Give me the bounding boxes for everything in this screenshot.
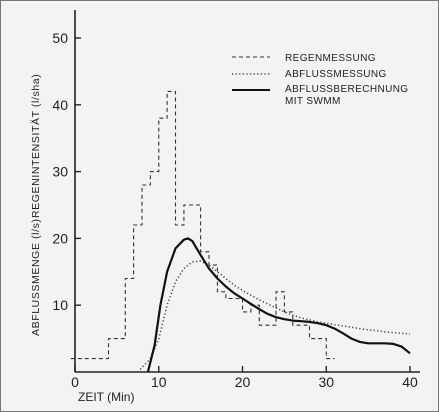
y-tick-label: 30	[52, 164, 68, 180]
legend-label-abflussmessung: ABFLUSSMESSUNG	[285, 69, 387, 80]
y-axis-title-primary: ABFLUSSMENGE (l/s)	[30, 218, 42, 336]
legend: REGENMESSUNG ABFLUSSMESSUNG ABFLUSSBEREC…	[232, 53, 409, 107]
series-line-2	[146, 237, 411, 373]
legend-label-swmm-line2: MIT SWMM	[285, 96, 341, 107]
legend-label-swmm-line1: ABFLUSSBERECHNUNG	[285, 84, 409, 95]
series-group	[70, 90, 411, 373]
x-tick-label: 40	[402, 374, 418, 390]
legend-label-regenmessung: REGENMESSUNG	[285, 53, 376, 64]
y-tick-label: 20	[52, 230, 68, 246]
x-axis-title: ZEIT (Min)	[78, 390, 134, 404]
axes	[74, 10, 420, 373]
series-line-1	[137, 260, 411, 373]
x-tick-label: 0	[71, 374, 79, 390]
y-tick-label: 40	[52, 97, 68, 113]
x-tick-label: 20	[235, 374, 251, 390]
x-tick-label: 10	[151, 374, 167, 390]
y-axis-title-secondary: REGENINTENSITÄT (l/sha)	[30, 74, 42, 218]
ticks: 0 10 20 30 40 10 20 30 40 50	[52, 30, 418, 390]
series-line-0	[70, 90, 335, 360]
y-tick-label: 10	[52, 297, 68, 313]
x-tick-label: 30	[318, 374, 334, 390]
y-tick-label: 50	[52, 30, 68, 46]
